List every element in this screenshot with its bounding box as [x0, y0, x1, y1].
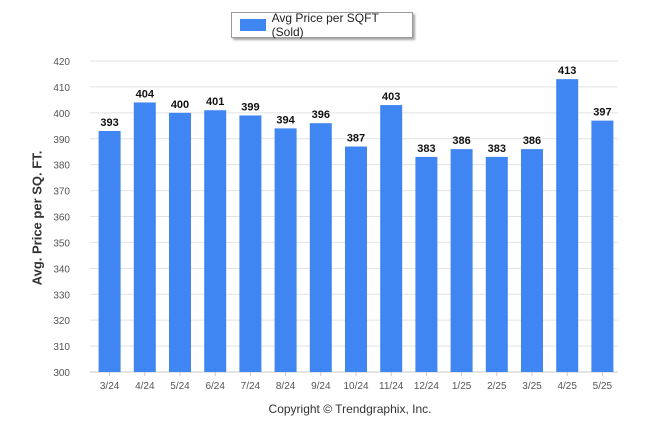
data-label: 400 [171, 99, 189, 111]
data-label: 386 [452, 135, 470, 147]
bar [521, 149, 543, 372]
x-tick-label: 11/24 [379, 381, 404, 392]
y-tick-label: 310 [53, 342, 70, 353]
y-tick-label: 400 [53, 109, 70, 120]
x-tick-label: 8/24 [276, 381, 296, 392]
data-label: 386 [523, 135, 541, 147]
legend-label: Avg Price per SQFT (Sold) [271, 11, 379, 39]
bar [345, 146, 367, 372]
bar [591, 120, 614, 372]
bar [274, 128, 297, 372]
x-tick-label: 2/25 [487, 381, 507, 392]
y-tick-label: 340 [53, 264, 70, 275]
data-label: 404 [136, 88, 155, 100]
data-label: 403 [382, 91, 400, 103]
x-tick-label: 5/24 [170, 381, 190, 392]
data-label: 399 [241, 101, 259, 113]
data-label: 387 [347, 133, 365, 145]
x-tick-label: 3/25 [522, 381, 542, 392]
bar [485, 156, 508, 372]
x-tick-label: 4/25 [557, 381, 577, 392]
bar [450, 149, 473, 372]
bar [98, 130, 121, 372]
x-tick-label: 7/24 [241, 381, 261, 392]
bar [556, 79, 579, 373]
x-tick-label: 5/25 [593, 381, 613, 392]
x-tick-label: 4/24 [135, 381, 155, 392]
legend: Avg Price per SQFT (Sold) [231, 11, 413, 39]
bar [309, 123, 332, 372]
data-label: 394 [276, 114, 295, 126]
y-tick-label: 360 [53, 213, 70, 224]
y-tick-label: 410 [53, 83, 70, 94]
y-tick-label: 300 [53, 368, 70, 379]
x-tick-label: 6/24 [205, 381, 225, 392]
bar [380, 105, 403, 372]
bar [415, 156, 438, 372]
y-tick-label: 390 [53, 135, 70, 146]
y-tick-label: 420 [53, 57, 70, 68]
x-tick-label: 3/24 [100, 381, 120, 392]
y-tick-label: 380 [53, 161, 70, 172]
y-tick-label: 330 [53, 290, 70, 301]
y-tick-label: 320 [53, 316, 70, 327]
data-label: 413 [558, 65, 576, 77]
data-label: 393 [100, 117, 118, 129]
bar [239, 115, 262, 373]
data-label: 383 [488, 143, 506, 155]
x-tick-label: 1/25 [452, 381, 472, 392]
bar [169, 112, 191, 372]
bar [204, 110, 227, 372]
bar [133, 102, 156, 372]
x-tick-label: 12/24 [414, 381, 439, 392]
data-label: 397 [593, 107, 611, 119]
copyright-text: Copyright © Trendgraphix, Inc. [268, 402, 432, 416]
x-tick-label: 9/24 [311, 381, 331, 392]
y-tick-label: 370 [53, 187, 70, 198]
y-tick-label: 350 [53, 238, 70, 249]
data-label: 401 [206, 96, 224, 108]
data-label: 383 [417, 143, 435, 155]
x-tick-label: 10/24 [343, 381, 368, 392]
legend-swatch [240, 19, 266, 31]
data-label: 396 [312, 109, 330, 121]
